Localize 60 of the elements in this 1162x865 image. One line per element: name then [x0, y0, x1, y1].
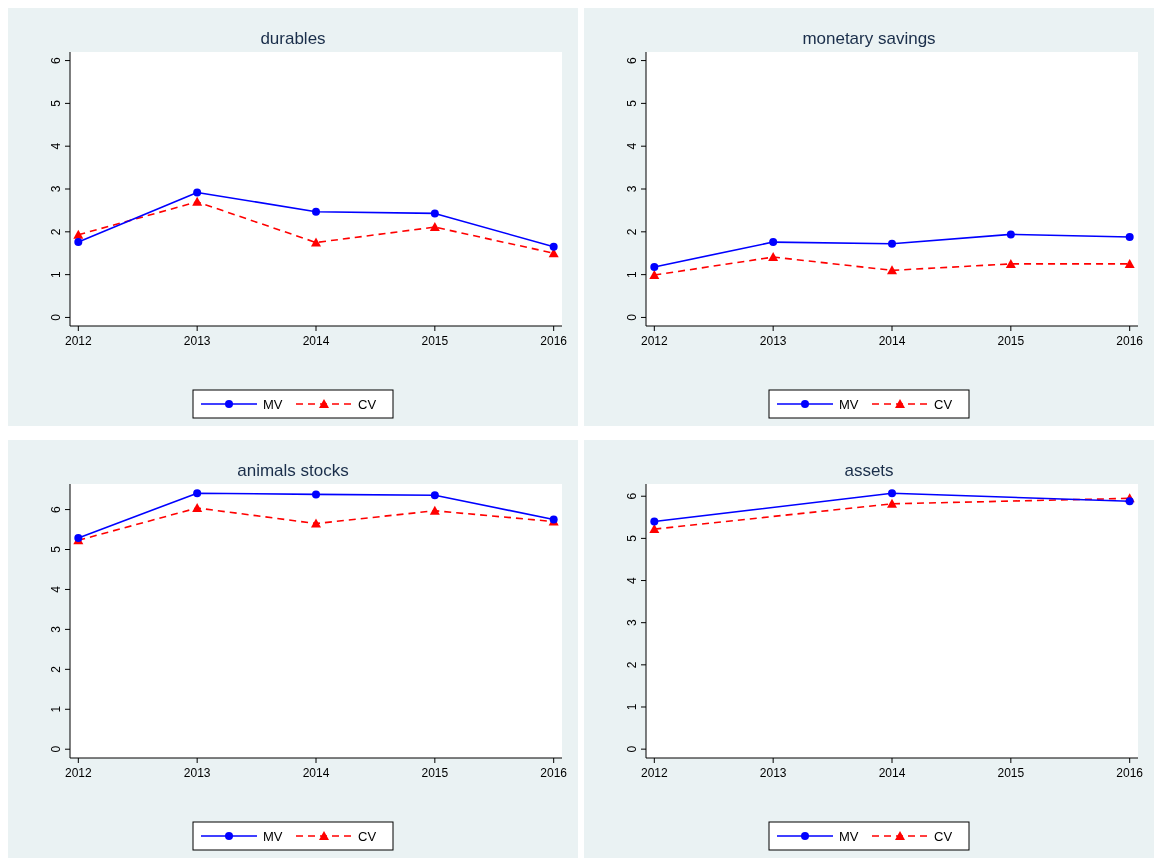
y-tick-label: 0: [49, 745, 63, 753]
x-tick-label: 2013: [183, 334, 211, 348]
y-tick-label: 4: [625, 142, 639, 150]
y-tick-label: 3: [49, 625, 63, 633]
legend-label: MV: [839, 397, 859, 412]
legend-label: CV: [934, 829, 953, 844]
x-tick-label: 2015: [421, 766, 449, 780]
x-tick-label: 2014: [878, 766, 906, 780]
y-tick-label: 4: [49, 142, 63, 150]
y-tick-label: 5: [625, 534, 639, 542]
x-tick-label: 2012: [640, 334, 668, 348]
y-tick-label: 1: [49, 270, 63, 278]
y-tick-label: 5: [625, 99, 639, 107]
chart-title: durables: [260, 29, 326, 48]
y-tick-label: 0: [625, 313, 639, 321]
y-tick-label: 2: [625, 661, 639, 669]
y-tick-label: 0: [625, 745, 639, 753]
y-tick-label: 5: [49, 545, 63, 553]
y-tick-label: 3: [49, 185, 63, 193]
x-tick-label: 2016: [1116, 766, 1144, 780]
y-tick-label: 3: [625, 185, 639, 193]
x-tick-label: 2013: [759, 766, 787, 780]
x-tick-label: 2013: [183, 766, 211, 780]
x-tick-label: 2015: [997, 766, 1025, 780]
legend-label: MV: [839, 829, 859, 844]
y-tick-label: 2: [625, 228, 639, 236]
x-tick-label: 2016: [540, 766, 568, 780]
y-tick-label: 6: [625, 56, 639, 64]
y-tick-label: 2: [49, 665, 63, 673]
y-tick-label: 6: [625, 492, 639, 500]
y-tick-label: 3: [625, 619, 639, 627]
x-tick-label: 2012: [640, 766, 668, 780]
x-tick-label: 2014: [302, 766, 330, 780]
x-tick-label: 2012: [64, 334, 92, 348]
legend-label: CV: [358, 829, 377, 844]
x-tick-label: 2014: [302, 334, 330, 348]
x-tick-label: 2016: [1116, 334, 1144, 348]
y-tick-label: 5: [49, 99, 63, 107]
legend-label: CV: [358, 397, 377, 412]
x-tick-label: 2015: [997, 334, 1025, 348]
chart-title: animals stocks: [237, 461, 349, 480]
y-tick-label: 1: [625, 703, 639, 711]
chart-title: assets: [844, 461, 894, 480]
y-tick-label: 6: [49, 56, 63, 64]
x-tick-label: 2016: [540, 334, 568, 348]
y-tick-label: 4: [625, 576, 639, 584]
y-tick-label: 2: [49, 228, 63, 236]
x-tick-label: 2013: [759, 334, 787, 348]
y-tick-label: 6: [49, 505, 63, 513]
x-tick-label: 2012: [64, 766, 92, 780]
chart-title: monetary savings: [802, 29, 936, 48]
legend-label: MV: [263, 829, 283, 844]
y-tick-label: 1: [625, 270, 639, 278]
legend-label: MV: [263, 397, 283, 412]
x-tick-label: 2014: [878, 334, 906, 348]
x-tick-label: 2015: [421, 334, 449, 348]
y-tick-label: 0: [49, 313, 63, 321]
legend-label: CV: [934, 397, 953, 412]
y-tick-label: 4: [49, 585, 63, 593]
y-tick-label: 1: [49, 705, 63, 713]
